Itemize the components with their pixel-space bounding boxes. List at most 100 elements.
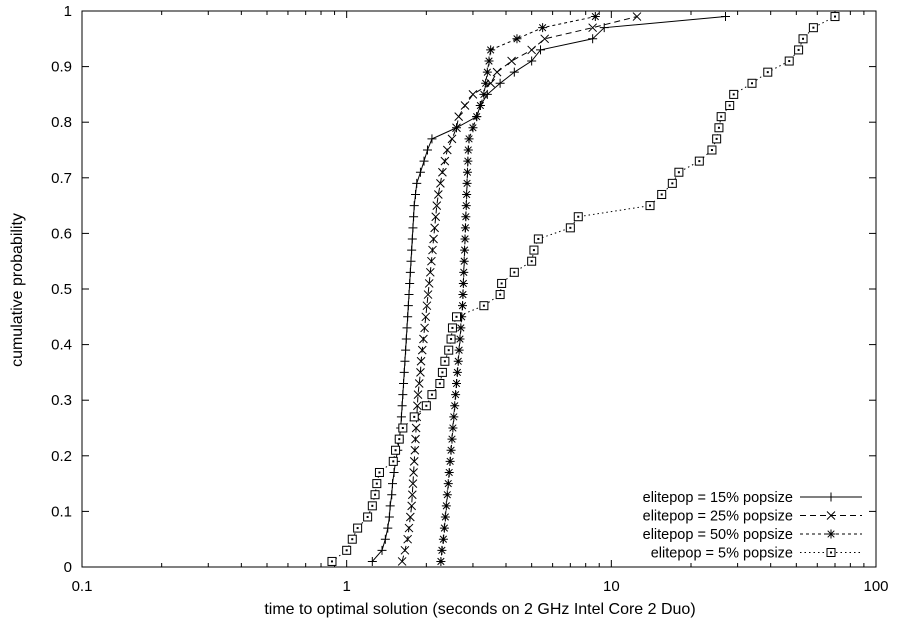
data-point xyxy=(526,56,537,67)
data-point xyxy=(409,412,419,422)
data-series xyxy=(327,11,840,567)
data-point xyxy=(407,222,418,233)
data-point xyxy=(529,245,539,255)
y-tick-label: 0.3 xyxy=(51,392,72,409)
data-point xyxy=(363,512,373,522)
data-point xyxy=(452,312,461,322)
x-tick-label: 10 xyxy=(603,578,620,595)
data-point xyxy=(437,167,447,177)
data-point xyxy=(535,44,546,55)
data-point xyxy=(442,489,453,500)
data-point xyxy=(421,401,431,411)
data-point xyxy=(407,233,418,244)
data-point xyxy=(370,490,380,500)
data-point xyxy=(527,45,537,55)
series-line xyxy=(401,16,638,562)
data-point xyxy=(714,123,724,133)
data-point xyxy=(479,301,489,311)
data-point xyxy=(540,34,550,44)
x-tick-label: 1 xyxy=(342,578,350,595)
data-point xyxy=(435,379,445,389)
data-point xyxy=(380,534,391,545)
data-point xyxy=(467,122,478,133)
data-point xyxy=(372,479,382,489)
data-point xyxy=(784,56,794,66)
data-point xyxy=(408,211,419,222)
y-tick-label: 0.9 xyxy=(51,59,72,76)
data-point xyxy=(462,178,473,189)
data-point xyxy=(458,267,469,278)
data-point xyxy=(725,101,735,111)
data-point xyxy=(444,467,455,478)
data-point xyxy=(461,200,472,211)
data-point xyxy=(455,322,466,333)
data-point xyxy=(409,200,420,211)
data-point xyxy=(454,345,465,356)
data-point xyxy=(460,222,471,233)
legend-marker xyxy=(826,492,836,502)
data-point xyxy=(406,245,417,256)
series-1 xyxy=(367,11,731,567)
series-2 xyxy=(397,12,642,566)
data-point xyxy=(435,556,446,567)
data-point xyxy=(445,456,456,467)
series-line xyxy=(440,16,596,562)
y-tick-label: 0.8 xyxy=(51,114,72,131)
data-point xyxy=(446,334,456,344)
series-4 xyxy=(327,12,840,566)
data-point xyxy=(495,290,505,300)
data-point xyxy=(452,367,463,378)
data-point xyxy=(387,478,398,489)
data-point xyxy=(404,278,415,289)
y-tick-label: 0 xyxy=(64,559,72,576)
data-point xyxy=(694,156,704,166)
data-point xyxy=(453,356,464,367)
legend-marker xyxy=(826,529,836,539)
data-point xyxy=(438,534,449,545)
data-point xyxy=(458,278,469,289)
data-point xyxy=(565,223,575,233)
y-tick-label: 0.5 xyxy=(51,281,72,298)
data-point xyxy=(798,34,808,44)
data-point xyxy=(436,545,447,556)
y-tick-label: 0.6 xyxy=(51,225,72,242)
data-point xyxy=(440,511,451,522)
data-point xyxy=(437,367,447,377)
data-point xyxy=(460,233,471,244)
data-point xyxy=(471,111,482,122)
data-point xyxy=(482,67,493,78)
data-point xyxy=(388,456,398,466)
y-tick-label: 0.4 xyxy=(51,337,72,354)
data-point xyxy=(401,334,412,345)
data-point xyxy=(374,467,384,477)
data-point xyxy=(405,267,416,278)
data-point xyxy=(460,211,471,222)
data-point xyxy=(588,23,598,33)
data-point xyxy=(397,556,407,566)
data-point xyxy=(729,89,739,99)
legend-label: elitepop = 15% popsize xyxy=(643,490,793,506)
data-point xyxy=(327,556,337,566)
data-point xyxy=(590,11,601,22)
data-point xyxy=(443,478,454,489)
legend-marker xyxy=(826,548,836,557)
data-point xyxy=(533,234,543,244)
x-tick-label: 0.1 xyxy=(72,578,93,595)
data-point xyxy=(442,145,452,155)
data-point xyxy=(527,256,537,266)
data-point xyxy=(485,44,496,55)
x-axis-label: time to optimal solution (seconds on 2 G… xyxy=(264,601,695,618)
plot-border xyxy=(81,10,877,568)
data-point xyxy=(342,545,352,555)
legend-label: elitepop = 5% popsize xyxy=(651,546,793,562)
data-point xyxy=(400,545,410,555)
data-point xyxy=(716,112,726,122)
data-point xyxy=(427,390,437,400)
plot-frame xyxy=(81,10,877,568)
data-point xyxy=(441,500,452,511)
data-point xyxy=(402,311,413,322)
data-point xyxy=(448,411,459,422)
data-point xyxy=(468,89,478,99)
data-point xyxy=(457,289,468,300)
data-point xyxy=(439,523,450,534)
